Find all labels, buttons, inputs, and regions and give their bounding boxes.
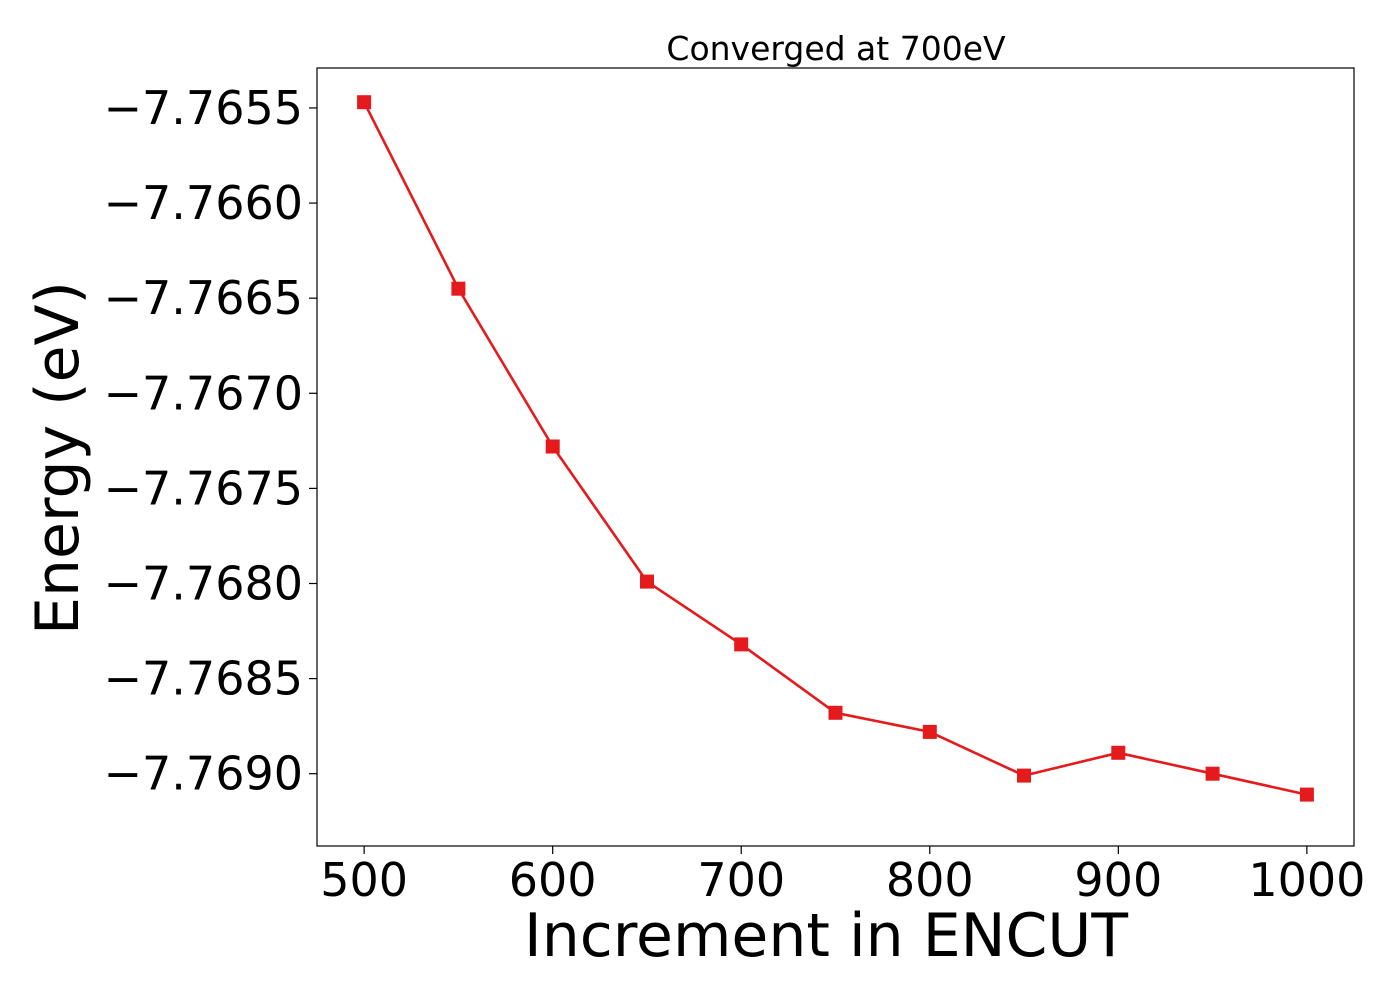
y-tick-label: −7.7660 <box>104 176 304 230</box>
data-point-marker <box>922 724 937 739</box>
data-point-marker <box>1205 766 1220 781</box>
x-axis-label: Increment in ENCUT <box>524 901 1128 971</box>
x-tick-label: 800 <box>886 853 974 907</box>
y-axis-label: Energy (eV) <box>23 281 93 635</box>
y-tick-label: −7.7690 <box>104 747 304 801</box>
data-point-marker <box>545 439 560 454</box>
x-tick-label: 1000 <box>1248 853 1365 907</box>
x-tick-label: 700 <box>697 853 785 907</box>
data-point-marker <box>640 574 654 589</box>
series-layer <box>357 95 1314 802</box>
y-tick-label: −7.7685 <box>104 652 304 706</box>
data-point-marker <box>1299 787 1314 802</box>
y-tick-label: −7.7665 <box>104 271 304 325</box>
y-tick-label: −7.7655 <box>104 81 304 135</box>
plot-frame <box>316 67 1355 847</box>
data-point-marker <box>828 705 843 720</box>
x-tick-label: 500 <box>320 853 408 907</box>
y-tick-label: −7.7675 <box>104 461 304 515</box>
x-tick-label: 600 <box>509 853 597 907</box>
data-point-marker <box>451 281 466 296</box>
axis-ticks: 500 600 700 800 900 1000 −7.7655 −7.7660 −7.7665… <box>104 81 1366 907</box>
y-tick-label: −7.7680 <box>104 556 304 610</box>
data-point-marker <box>1017 768 1031 783</box>
data-point-marker <box>734 637 749 652</box>
chart-title: Converged at 700eV <box>666 29 1006 68</box>
series-line <box>362 101 1308 796</box>
data-point-marker <box>357 95 372 110</box>
x-tick-label: 900 <box>1074 853 1162 907</box>
y-tick-label: −7.7670 <box>104 366 304 420</box>
data-point-marker <box>1111 745 1126 760</box>
